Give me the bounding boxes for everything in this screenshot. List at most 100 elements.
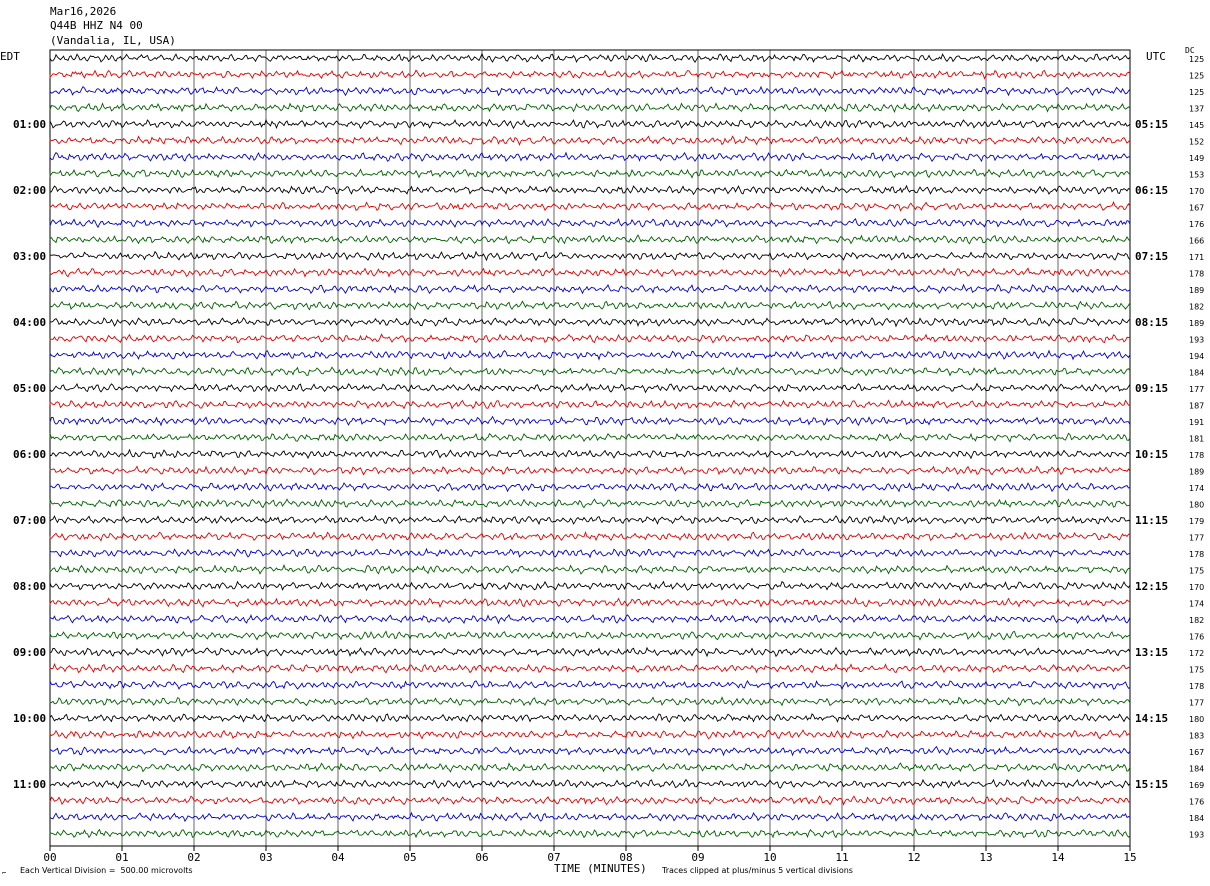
trace-line [49,679,1131,691]
dc-offset-heading: DC [1185,46,1195,55]
trace-line [49,217,1131,229]
trace-line [49,745,1131,757]
trace-line [49,778,1131,789]
trace-line [49,597,1131,608]
dc-offset-value: 172 [1189,649,1204,658]
x-tick-label: 05 [403,851,416,864]
trace-line [49,828,1131,839]
x-tick-label: 14 [1051,851,1065,864]
dc-offset-value: 177 [1189,385,1204,394]
trace-line [49,151,1131,163]
x-axis-title: TIME (MINUTES) [554,862,647,875]
trace-line [49,482,1131,493]
dc-offset-value: 189 [1189,468,1204,477]
trace-line [49,762,1131,773]
trace-line [49,465,1131,476]
x-tick-label: 11 [835,851,848,864]
trace-line [49,646,1131,658]
dc-offset-value: 176 [1189,798,1204,807]
x-tick-label: 08 [619,851,632,864]
dc-offset-value: 184 [1189,765,1204,774]
left-hour-label: 09:00 [13,646,46,659]
trace-line [49,613,1131,625]
x-tick-label: 04 [331,851,345,864]
left-hour-label: 02:00 [13,184,46,197]
dc-offset-value: 189 [1189,319,1204,328]
trace-line [49,448,1131,460]
header-channel: Q44B HHZ N4 00 [50,19,143,32]
right-hour-label: 10:15 [1135,448,1168,461]
trace-line [49,729,1131,740]
right-hour-label: 07:15 [1135,250,1168,263]
right-hour-label: 09:15 [1135,382,1168,395]
right-hour-label: 11:15 [1135,514,1168,527]
dc-offset-value: 152 [1189,138,1204,147]
x-tick-label: 01 [115,851,128,864]
trace-line [49,630,1131,641]
dc-offset-value: 145 [1189,121,1204,130]
vertical-division-scale: Each Vertical Division = 500.00 microvol… [20,866,193,875]
dc-offset-value: 184 [1189,369,1204,378]
trace-line [49,52,1131,64]
dc-offset-value: 178 [1189,270,1204,279]
dc-offset-value: 177 [1189,534,1204,543]
dc-offset-value: 149 [1189,154,1204,163]
dc-offset-value: 125 [1189,72,1204,81]
x-tick-label: 10 [763,851,776,864]
dc-offset-value: 171 [1189,253,1204,262]
right-hour-label: 15:15 [1135,778,1168,791]
dc-offset-value: 125 [1189,55,1204,64]
x-tick-label: 02 [187,851,200,864]
left-hour-label: 07:00 [13,514,46,527]
dc-offset-value: 175 [1189,666,1204,675]
dc-offset-value: 178 [1189,451,1204,460]
header-date: Mar16,2026 [50,5,117,18]
left-hour-label: 11:00 [13,778,46,791]
left-hour-label: 05:00 [13,382,46,395]
trace-line [49,118,1131,130]
dc-offset-value: 176 [1189,633,1204,642]
trace-line [49,415,1131,427]
right-hour-label: 05:15 [1135,118,1168,131]
dc-offset-value: 182 [1189,303,1204,312]
dc-offset-value: 153 [1189,171,1204,180]
x-tick-label: 09 [691,851,704,864]
trace-line [49,514,1131,526]
dc-offset-value: 167 [1189,204,1204,213]
x-tick-label: 07 [547,851,560,864]
left-hour-label: 04:00 [13,316,46,329]
trace-line [49,531,1131,542]
trace-line [49,547,1131,559]
trace-line [49,662,1131,674]
trace-line [49,811,1131,823]
trace-line [49,795,1131,806]
trace-line [49,580,1131,592]
trace-line [49,102,1131,114]
dc-offset-value: 176 [1189,220,1204,229]
dc-offset-value: 193 [1189,336,1204,345]
x-tick-label: 15 [1123,851,1136,864]
plot-frame [49,49,1131,847]
right-hour-label: 08:15 [1135,316,1168,329]
trace-line [49,366,1131,377]
dc-offset-value: 180 [1189,715,1204,724]
trace-line [49,432,1131,443]
dc-offset-value: 191 [1189,418,1204,427]
trace-line [49,168,1131,179]
x-tick-label: 06 [475,851,488,864]
dc-offset-value: 170 [1189,187,1204,196]
trace-line [49,267,1131,278]
trace-line [49,184,1131,196]
header-location: (Vandalia, IL, USA) [50,34,176,47]
right-hour-label: 12:15 [1135,580,1168,593]
right-hour-label: 06:15 [1135,184,1168,197]
left-timezone-label: EDT [0,50,20,63]
right-hour-label: 14:15 [1135,712,1168,725]
trace-line [49,498,1131,509]
left-hour-label: 08:00 [13,580,46,593]
trace-line [49,234,1131,245]
trace-line [49,349,1131,361]
x-tick-label: 12 [907,851,920,864]
dc-offset-value: 183 [1189,732,1204,741]
trace-line [49,713,1131,723]
